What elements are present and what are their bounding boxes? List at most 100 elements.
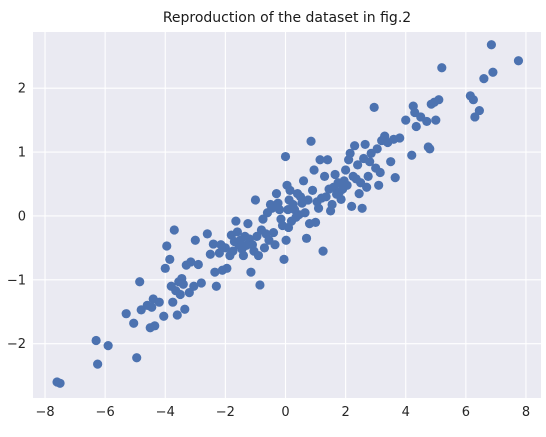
data-point bbox=[336, 194, 346, 204]
data-point bbox=[310, 217, 321, 227]
data-point bbox=[363, 171, 373, 181]
data-point bbox=[169, 225, 179, 235]
data-point bbox=[189, 281, 199, 291]
data-point bbox=[259, 243, 270, 253]
data-point bbox=[301, 233, 312, 243]
data-point bbox=[280, 151, 291, 162]
y-tick-label: 2 bbox=[18, 82, 26, 97]
data-point bbox=[474, 105, 484, 116]
data-point bbox=[322, 155, 333, 165]
data-point bbox=[103, 341, 113, 351]
y-tick-label: −1 bbox=[7, 273, 26, 288]
data-point bbox=[246, 267, 256, 277]
data-point bbox=[190, 235, 200, 245]
data-point bbox=[395, 133, 405, 143]
data-point bbox=[313, 203, 324, 213]
data-point bbox=[255, 280, 265, 290]
data-point bbox=[252, 231, 262, 241]
data-point bbox=[386, 157, 396, 167]
data-point bbox=[285, 185, 295, 196]
grid-lines bbox=[33, 32, 541, 398]
data-point bbox=[205, 249, 215, 259]
data-point bbox=[281, 235, 291, 245]
data-point bbox=[307, 185, 318, 196]
data-point bbox=[365, 157, 375, 167]
x-tick-label: 6 bbox=[462, 405, 470, 420]
data-point bbox=[425, 144, 435, 154]
data-point bbox=[121, 309, 131, 319]
data-point bbox=[172, 310, 182, 320]
x-tick-label: 4 bbox=[402, 405, 410, 420]
x-tick-label: −4 bbox=[156, 405, 175, 420]
data-point bbox=[210, 267, 220, 277]
data-point bbox=[431, 115, 441, 125]
data-point bbox=[196, 278, 206, 288]
data-point bbox=[202, 229, 212, 239]
data-point bbox=[327, 199, 337, 210]
data-point bbox=[184, 288, 194, 298]
data-point bbox=[175, 289, 185, 300]
data-point bbox=[345, 148, 355, 158]
data-points bbox=[52, 40, 524, 388]
y-tick-label: −2 bbox=[7, 337, 26, 352]
chart-title: Reproduction of the dataset in fig.2 bbox=[163, 10, 411, 26]
data-point bbox=[321, 192, 331, 202]
data-point bbox=[390, 173, 400, 183]
y-tick-label: 1 bbox=[18, 146, 26, 161]
data-point bbox=[513, 56, 524, 66]
data-point bbox=[468, 95, 478, 105]
data-point bbox=[214, 248, 224, 258]
data-point bbox=[422, 116, 432, 127]
y-tick-label: 0 bbox=[18, 209, 26, 224]
data-point bbox=[208, 239, 218, 249]
data-point bbox=[407, 150, 417, 160]
plot-area bbox=[33, 32, 541, 398]
data-point bbox=[470, 112, 480, 122]
data-point bbox=[434, 95, 444, 105]
data-point bbox=[306, 136, 316, 146]
x-tick-label: −8 bbox=[35, 405, 54, 420]
data-point bbox=[258, 214, 268, 224]
data-point bbox=[243, 219, 253, 229]
data-point bbox=[274, 204, 285, 215]
data-point bbox=[319, 171, 330, 181]
x-tick-label: −2 bbox=[216, 405, 235, 420]
data-point bbox=[178, 279, 188, 289]
data-point bbox=[168, 297, 178, 307]
data-point bbox=[231, 216, 241, 226]
data-point bbox=[437, 63, 447, 73]
data-point bbox=[330, 169, 340, 180]
data-point bbox=[488, 67, 498, 77]
x-tick-label: 2 bbox=[341, 405, 349, 420]
data-point bbox=[250, 195, 261, 205]
data-point bbox=[268, 227, 279, 238]
data-point bbox=[232, 227, 243, 237]
x-tick-label: −6 bbox=[96, 405, 115, 420]
data-point bbox=[270, 240, 280, 250]
data-point bbox=[411, 121, 421, 132]
data-point bbox=[222, 263, 232, 273]
data-point bbox=[93, 359, 103, 369]
data-point bbox=[309, 165, 319, 175]
y-axis-ticks: −2 −1 0 1 2 bbox=[7, 82, 26, 352]
x-axis-ticks: −8 −6 −4 −2 0 2 4 6 8 bbox=[35, 405, 530, 420]
data-point bbox=[193, 259, 203, 270]
data-point bbox=[354, 189, 364, 199]
data-point bbox=[91, 335, 101, 346]
data-point bbox=[228, 246, 238, 256]
data-point bbox=[375, 167, 385, 178]
data-point bbox=[341, 165, 351, 175]
x-tick-label: 8 bbox=[522, 405, 530, 420]
data-point bbox=[129, 318, 139, 328]
data-point bbox=[220, 243, 230, 253]
data-point bbox=[342, 180, 352, 190]
data-point bbox=[154, 297, 164, 307]
data-point bbox=[180, 304, 190, 314]
data-point bbox=[267, 203, 277, 213]
data-point bbox=[132, 353, 142, 363]
data-point bbox=[318, 246, 328, 256]
data-point bbox=[211, 281, 221, 291]
data-point bbox=[486, 40, 497, 50]
data-point bbox=[300, 208, 310, 218]
